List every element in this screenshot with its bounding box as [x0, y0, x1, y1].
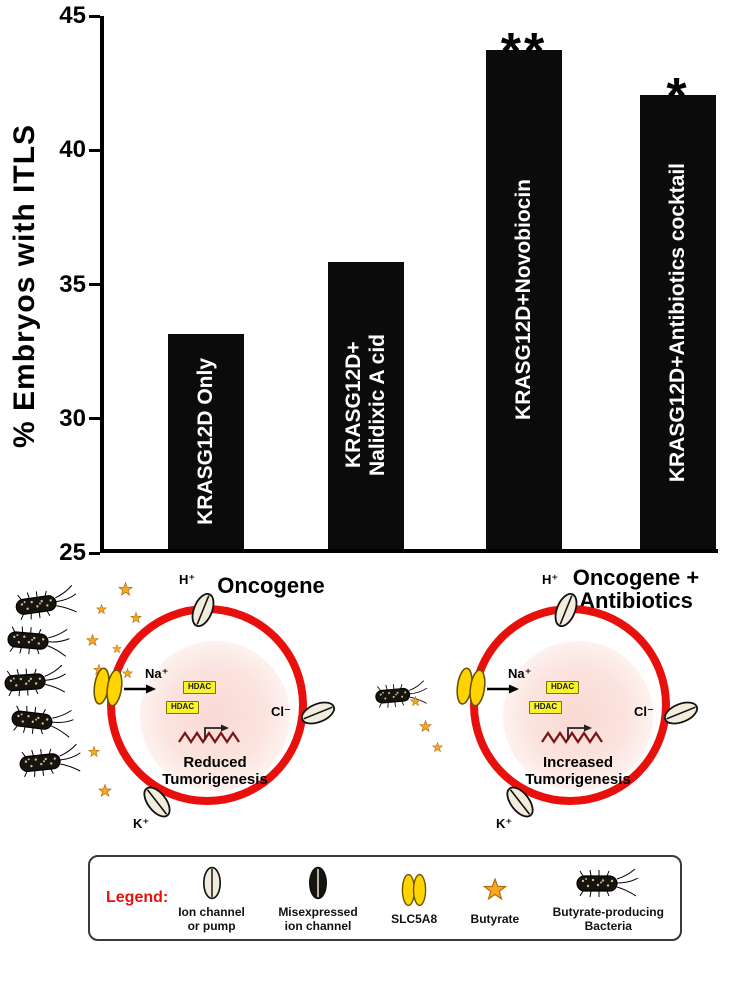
significance-marker: ** [500, 22, 548, 81]
bacteria-icon [12, 582, 82, 625]
legend-item: Misexpressed ion channel [278, 863, 358, 933]
ion-channel-icon [296, 696, 339, 731]
butyrate-icon [117, 581, 134, 597]
k-plus-label: K⁺ [133, 816, 150, 831]
y-tick-40: 40 [59, 136, 86, 164]
butyrate-icon [482, 870, 507, 910]
bar-label-wrap: KRASG12D+ Nalidixic A cid [328, 262, 404, 549]
slc5a8-icon [453, 664, 489, 710]
butyrate-icon [87, 745, 101, 758]
significance-marker: * [666, 68, 690, 127]
bar-label: KRASG12D+Novobiocin [511, 178, 535, 420]
ion-channel-icon [186, 588, 221, 631]
y-tick-mark [89, 148, 100, 152]
y-tick-mark [89, 417, 100, 421]
bar-2: KRASG12D+ Nalidixic A cid [328, 261, 404, 549]
bacteria-icon [575, 863, 641, 903]
bacteria-icon [373, 678, 431, 712]
legend-item: Ion channel or pump [178, 863, 245, 933]
h-plus-label: H⁺ [179, 572, 196, 587]
oncogene-antibiotics-cell: H⁺ Cl⁻ K⁺ Na⁺ HDAC HDAC Increased Tumorigenes… [0, 560, 750, 994]
ion-channel-icon [500, 780, 541, 823]
hdac-label: HDAC [529, 701, 563, 714]
bacteria-icon [16, 741, 85, 782]
legend-item-label: Butyrate-producing Bacteria [552, 905, 664, 933]
bar-label: KRASG12D+ Nalidixic A cid [341, 334, 389, 477]
bar-3: KRASG12D+Novobiocin ** [486, 26, 562, 549]
y-tick-mark [89, 283, 100, 286]
hdac-label: HDAC [166, 701, 200, 714]
ion-channel-icon [137, 780, 178, 823]
y-tick-mark [89, 551, 100, 555]
y-tick-45: 45 [59, 2, 86, 29]
butyrate-icon [431, 741, 444, 753]
k-plus-label: K⁺ [496, 816, 513, 831]
hdac-label: HDAC [183, 681, 217, 694]
oncogene-title: Oncogene [217, 573, 325, 598]
misexpressed-ion-channel-icon [308, 863, 328, 903]
dna-transcription-icon [175, 719, 255, 749]
slc5a8-icon [90, 664, 126, 710]
ion-channel-icon [659, 696, 702, 731]
slc5a8-icon [401, 870, 427, 910]
legend-item: Butyrate-producing Bacteria [553, 863, 664, 933]
bacteria-icon [2, 662, 70, 701]
oncogene-antibiotics-cell-cytoplasm [503, 641, 653, 791]
y-tick-30: 30 [59, 404, 86, 432]
y-tick-25: 25 [59, 539, 86, 566]
legend-item: Butyrate [470, 870, 520, 926]
butyrate-icon [97, 783, 113, 798]
legend-box: Legend: Ion channel or pump Misexpressed … [88, 855, 682, 941]
butyrate-icon [85, 633, 100, 647]
bacteria-icon [8, 700, 78, 742]
butyrate-icon [129, 611, 143, 624]
plot-area: KRASG12D Only KRASG12D+ Nalidixic A cid KR… [100, 16, 718, 553]
bacteria-icon [5, 621, 74, 661]
mechanism-diagram: Oncogene Oncogene + Antibiotics [0, 560, 750, 994]
bar-label: KRASG12D Only [193, 358, 217, 526]
cl-minus-label: Cl⁻ [634, 704, 654, 719]
butyrate-icon [409, 695, 422, 707]
na-plus-label: Na⁺ [508, 666, 532, 681]
oncogene-result-text: Reduced Tumorigenesis [162, 754, 268, 788]
bar-label-wrap: KRASG12D+Novobiocin [486, 50, 562, 549]
bar-chart: % Embryos with ITLS KRASG12D Only KRASG12… [8, 2, 718, 565]
butyrate-icon [111, 643, 123, 654]
legend-items: Ion channel or pump Misexpressed ion chan… [178, 863, 664, 933]
oncogene-antibiotics-result-text: Increased Tumorigenesis [525, 754, 631, 788]
oncogene-cell-cytoplasm [140, 641, 290, 791]
hdac-label: HDAC [546, 681, 580, 694]
legend-item-label: Misexpressed ion channel [278, 905, 358, 933]
butyrate-icon [418, 719, 433, 733]
bar-1: KRASG12D Only [168, 334, 244, 549]
legend-item-label: Butyrate [470, 911, 520, 926]
legend-item: SLC5A8 [391, 870, 437, 926]
y-tick-mark [89, 14, 100, 18]
sodium-influx-arrow [123, 683, 157, 695]
legend-item-label: SLC5A8 [391, 911, 438, 926]
butyrate-icon [95, 603, 108, 615]
na-plus-label: Na⁺ [145, 666, 169, 681]
legend-item-label: Ion channel or pump [178, 905, 245, 933]
bacteria-and-butyrate-layer [0, 560, 750, 994]
ion-channel-icon [549, 588, 584, 631]
cl-minus-label: Cl⁻ [271, 704, 291, 719]
dna-transcription-icon [538, 719, 618, 749]
bar-label: KRASG12D+Antibiotics cocktail [665, 162, 689, 482]
bar-label-wrap: KRASG12D+Antibiotics cocktail [640, 95, 716, 549]
bar-label-wrap: KRASG12D Only [168, 334, 244, 549]
ion-channel-icon [202, 863, 222, 903]
bar-4: KRASG12D+Antibiotics cocktail * [640, 71, 716, 549]
legend-title: Legend: [106, 889, 169, 906]
h-plus-label: H⁺ [542, 572, 559, 587]
oncogene-cell: H⁺ Cl⁻ K⁺ Na⁺ HDAC HDAC Reduced Tumorigenesis [0, 560, 750, 994]
y-tick-35: 35 [59, 270, 86, 298]
oncogene-antibiotics-title: Oncogene + Antibiotics [572, 565, 700, 614]
sodium-influx-arrow [486, 683, 520, 695]
